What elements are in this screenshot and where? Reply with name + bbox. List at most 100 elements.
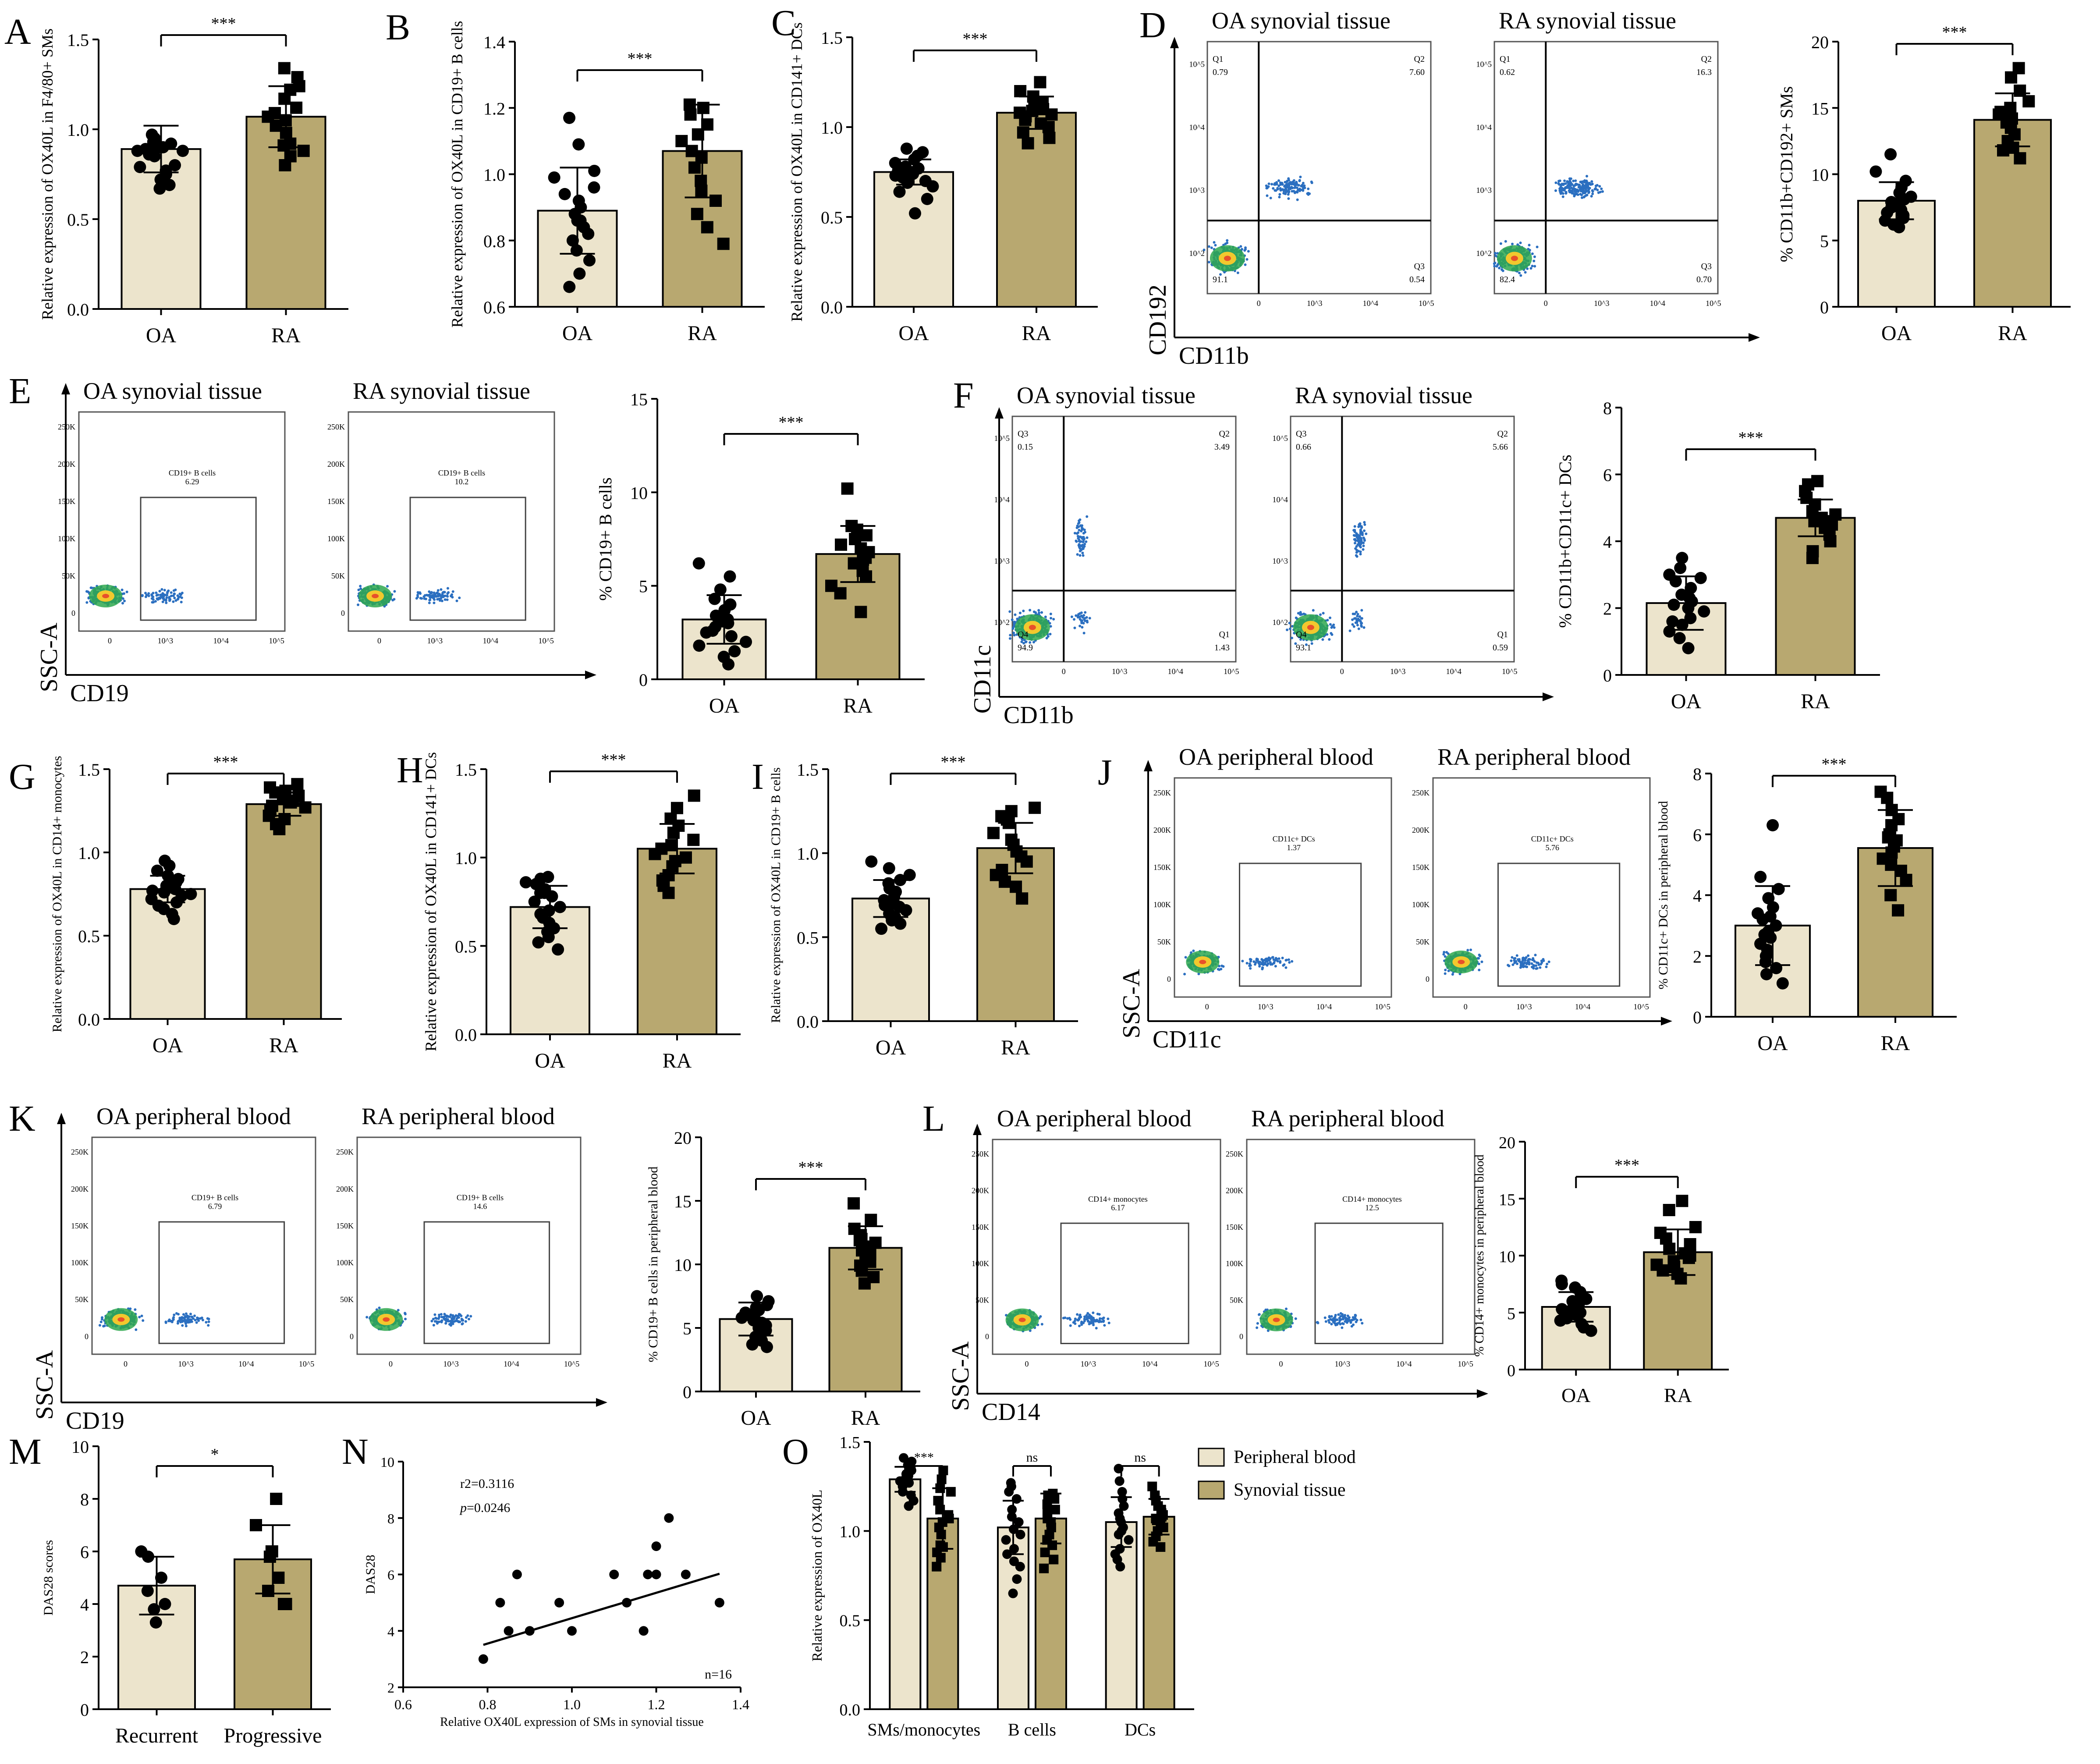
flow-event xyxy=(177,597,180,600)
flow-event xyxy=(447,1320,450,1323)
gate-value: 6.17 xyxy=(1111,1203,1125,1212)
flow-event xyxy=(1498,266,1501,270)
data-point xyxy=(546,890,558,903)
flow-event xyxy=(417,592,420,595)
flow-event xyxy=(1078,546,1081,549)
flow-title: RA peripheral blood xyxy=(1437,744,1631,770)
flow-event xyxy=(1355,551,1358,554)
flow-event xyxy=(1265,184,1268,187)
x-category-OA: OA xyxy=(1561,1384,1590,1406)
flow-event xyxy=(1591,189,1594,192)
flow-event xyxy=(448,1315,451,1318)
flow-title: RA peripheral blood xyxy=(362,1103,555,1129)
flow-event xyxy=(1527,958,1530,961)
flow-event xyxy=(1244,263,1247,266)
flow-event xyxy=(1310,181,1313,185)
data-point xyxy=(708,593,721,605)
flow-x-label: CD11b xyxy=(1179,342,1249,369)
flow-event xyxy=(90,586,93,589)
flow-event xyxy=(1288,627,1291,630)
y-tick-label: 6 xyxy=(1603,465,1612,485)
flow-event xyxy=(450,594,453,597)
data-point xyxy=(714,583,727,596)
flow-event xyxy=(1207,261,1210,264)
gate-label: CD19+ B cells xyxy=(169,469,216,477)
x-category-OA: OA xyxy=(1671,690,1702,713)
flow-event xyxy=(121,602,124,605)
flow-event xyxy=(1358,544,1361,547)
flow-event xyxy=(1596,184,1599,187)
flow-event xyxy=(179,1317,182,1320)
flow-event xyxy=(1256,1326,1259,1329)
y-tick-label: 5 xyxy=(1507,1305,1515,1323)
flow-event xyxy=(1285,958,1288,962)
x-category-OA: OA xyxy=(535,1049,565,1072)
flow-event xyxy=(1334,1315,1337,1318)
flow-event xyxy=(1269,957,1272,960)
flow-event xyxy=(207,1320,210,1323)
data-point xyxy=(1806,552,1819,564)
x-tick-label: 10^5 xyxy=(1203,1359,1219,1368)
flow-event xyxy=(1085,540,1088,543)
flow-event xyxy=(1285,1307,1288,1310)
flow-event xyxy=(1573,192,1576,195)
flow-event xyxy=(1207,245,1210,248)
y-tick-label: 4 xyxy=(1603,532,1612,552)
x-category-OA: OA xyxy=(741,1406,771,1430)
flow-event xyxy=(1269,196,1272,199)
flow-event xyxy=(1501,269,1504,272)
flow-event xyxy=(1586,194,1589,197)
y-tick-label: 150K xyxy=(336,1221,354,1230)
data-point xyxy=(875,923,888,935)
data-point xyxy=(1900,873,1912,886)
bar-OA xyxy=(873,171,954,308)
gate-label: CD14+ monocytes xyxy=(1342,1195,1402,1203)
data-point xyxy=(693,639,706,652)
data-point xyxy=(1010,880,1022,893)
flow-event xyxy=(1533,255,1536,258)
flow-event xyxy=(1078,625,1082,628)
flow-event xyxy=(1078,554,1082,557)
flow-event xyxy=(1572,179,1575,182)
y-axis-label: % CD19+ B cells in peripheral blood xyxy=(646,1167,660,1363)
data-point xyxy=(1014,106,1026,119)
flow-event xyxy=(1262,959,1265,962)
flow-event xyxy=(1294,1317,1297,1320)
flow-event xyxy=(1073,532,1076,535)
y-tick-label: 5 xyxy=(639,577,648,596)
flow-y-label: SSC-A xyxy=(1118,969,1145,1038)
data-point xyxy=(2022,95,2035,108)
flow-event xyxy=(173,596,176,600)
flow-event xyxy=(1080,614,1083,618)
flow-event xyxy=(437,597,440,600)
flow-event xyxy=(1290,183,1293,186)
flow-event xyxy=(469,1315,472,1318)
gate-label: CD14+ monocytes xyxy=(1088,1195,1148,1203)
x-tick-label: 0 xyxy=(377,636,381,645)
x-tick-label: 10^3 xyxy=(1390,667,1405,676)
flow-event xyxy=(1529,267,1532,270)
y-tick-label: 10 xyxy=(674,1255,692,1275)
data-point xyxy=(1667,598,1680,611)
y-tick-label: 50K xyxy=(1230,1295,1243,1304)
flow-event xyxy=(1341,1322,1344,1325)
y-tick-label: 10^5 xyxy=(1273,434,1288,443)
flow-event xyxy=(1245,962,1249,965)
flow-event xyxy=(1037,609,1040,612)
flow-event xyxy=(168,1318,171,1321)
flow-event xyxy=(1256,1322,1259,1325)
gate-label: CD11c+ DCs xyxy=(1273,834,1315,843)
flow-event xyxy=(152,595,155,598)
flow-event xyxy=(1220,968,1223,971)
flow-event xyxy=(1493,265,1496,268)
quadrant-value: 0.66 xyxy=(1296,442,1311,452)
data-point xyxy=(1897,212,1910,224)
y-tick-label: 20 xyxy=(1811,32,1829,52)
y-tick-label: 150K xyxy=(327,497,345,506)
flow-event xyxy=(1359,1318,1362,1321)
data-point xyxy=(921,193,933,205)
data-point xyxy=(701,221,713,234)
panel-letter-I: I xyxy=(752,756,764,797)
